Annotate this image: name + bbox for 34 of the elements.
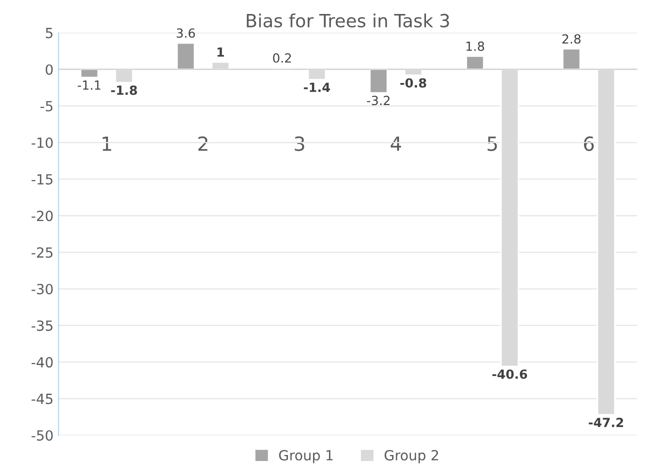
data-label: -47.2 (588, 418, 624, 428)
data-label: -0.8 (400, 78, 426, 88)
data-label: -3.2 (367, 96, 390, 106)
y-tick-label: -5 (40, 101, 52, 112)
x-tick-label: 2 (198, 136, 208, 151)
y-tick-label: -35 (32, 320, 52, 331)
data-label: -40.6 (492, 369, 528, 379)
bar (466, 55, 484, 70)
y-tick-label: -25 (32, 247, 52, 258)
y-tick-label: -15 (32, 174, 52, 185)
legend-label: Group 2 (384, 450, 438, 464)
y-tick-label: -40 (32, 357, 53, 368)
data-label: -1.8 (111, 86, 137, 95)
y-tick-label: -10 (32, 137, 53, 148)
y-tick-label: 5 (46, 28, 52, 38)
data-label: -1.1 (78, 80, 100, 90)
bar (176, 42, 196, 70)
bar (80, 68, 99, 78)
data-label: 1 (218, 48, 224, 57)
data-label: 1.8 (466, 42, 484, 51)
y-tick-label: -20 (32, 210, 53, 222)
y-tick-label: 0 (46, 64, 53, 75)
data-label: 3.6 (176, 28, 195, 38)
bar (562, 48, 581, 70)
legend-label: Group 1 (279, 450, 333, 464)
data-label: 0.2 (273, 53, 291, 63)
y-tick-label: -50 (32, 430, 53, 441)
data-label: -1.4 (304, 82, 330, 92)
bar (369, 68, 388, 94)
y-tick-label: -30 (32, 284, 53, 294)
x-tick-label: 1 (102, 136, 112, 151)
y-tick-label: -45 (32, 394, 52, 404)
data-label: 2.8 (562, 34, 581, 44)
chart-title: Bias for Trees in Task 3 (246, 13, 449, 28)
